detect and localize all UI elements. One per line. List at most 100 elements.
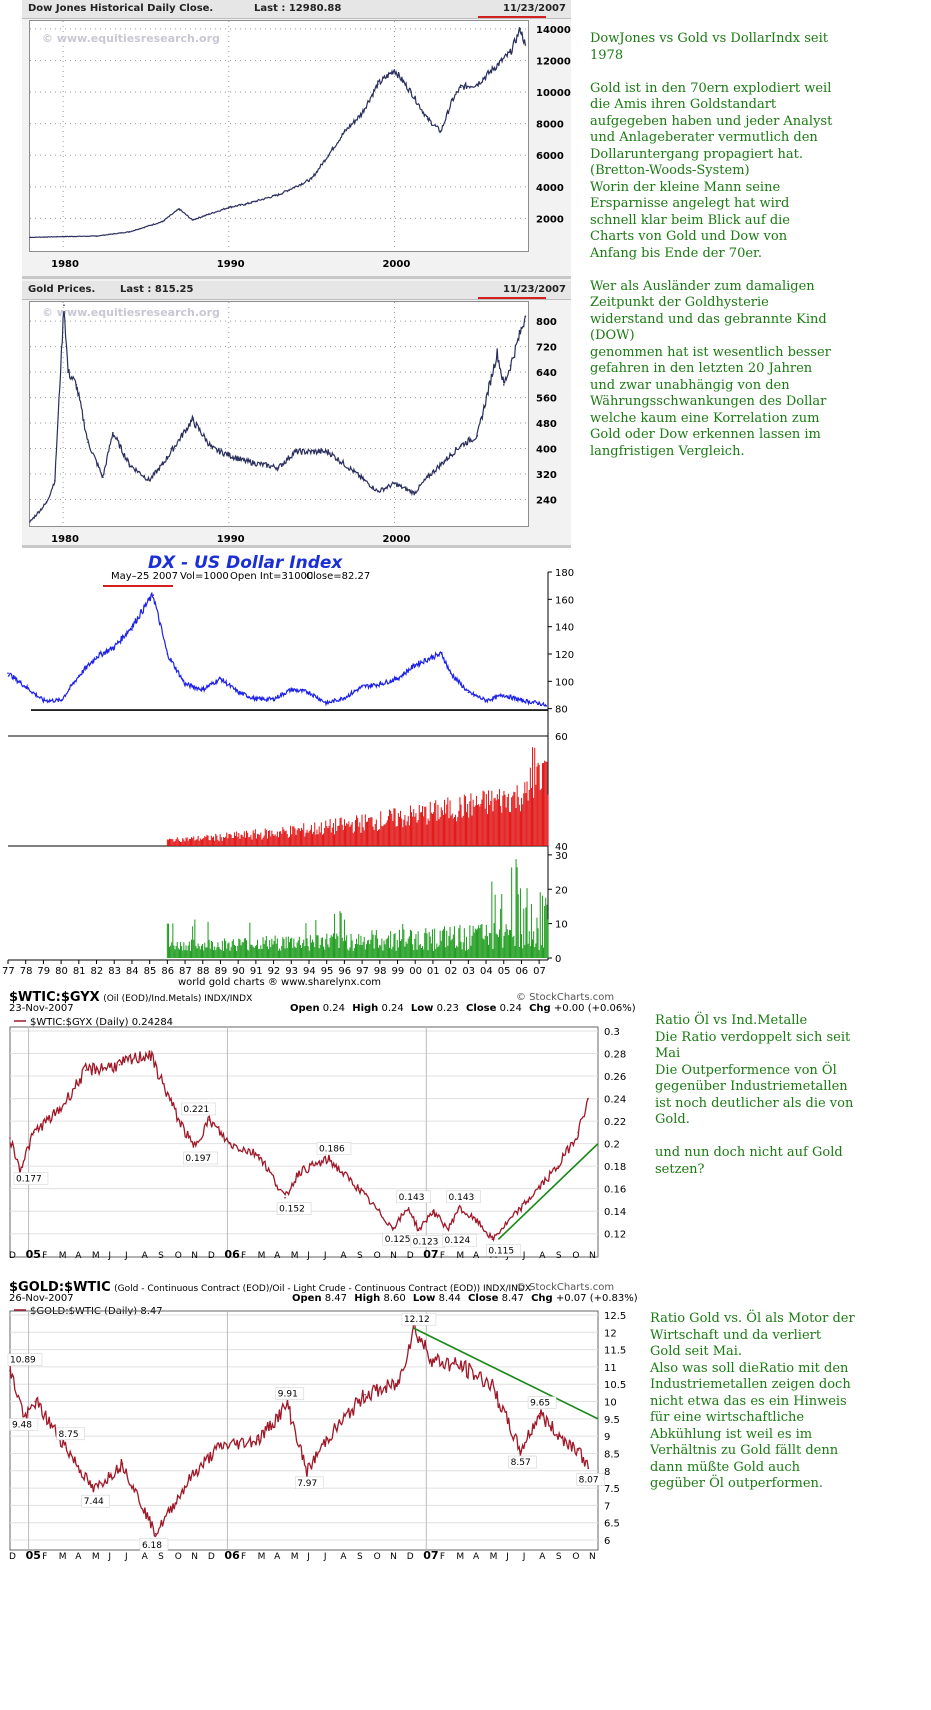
goldwtic-value-label: 6.18 bbox=[142, 1541, 162, 1551]
gold-data-point bbox=[377, 490, 379, 493]
goldwtic-data-point bbox=[92, 1489, 95, 1491]
wtic-open-value: 0.24 bbox=[322, 1003, 346, 1014]
dx-xtick-label: 02 bbox=[445, 966, 458, 977]
gold-data-point bbox=[352, 470, 354, 472]
dow-ytick-label: 14000 bbox=[536, 25, 571, 36]
dow-xtick-label: 1990 bbox=[217, 259, 245, 270]
dow-data-point bbox=[277, 193, 280, 196]
goldwtic-value-label-box bbox=[139, 1538, 169, 1552]
dx-xtick-label: 82 bbox=[91, 966, 104, 977]
wtic-ohlc: Open 0.24 High 0.24 Low 0.23 Close 0.24 … bbox=[290, 1003, 636, 1014]
dow-data-point bbox=[178, 208, 180, 210]
gold-xtick-label: 1990 bbox=[217, 534, 245, 545]
wtic-data-point bbox=[84, 1069, 87, 1072]
wtic-value-label: 0.124 bbox=[445, 1236, 471, 1246]
wtic-trendline bbox=[497, 1143, 599, 1240]
goldwtic-data-point bbox=[364, 1393, 366, 1396]
wtic-xtick-label: A bbox=[340, 1251, 347, 1261]
dx-ytick-label: 180 bbox=[555, 568, 574, 579]
gold-xtick-label: 2000 bbox=[382, 534, 410, 545]
dx-data-point bbox=[24, 686, 27, 688]
gold-data-point bbox=[63, 304, 65, 306]
goldwtic-symbol: $GOLD:$WTIC bbox=[9, 1280, 111, 1295]
goldwtic-ytick-label: 7.5 bbox=[604, 1484, 620, 1495]
dx-data-point bbox=[545, 705, 548, 707]
wtic-title: $WTIC:$GYX (Oil (EOD)/Ind.Metals) INDX/I… bbox=[9, 990, 252, 1005]
goldwtic-ytick-label: 10.5 bbox=[604, 1380, 626, 1391]
gold-data-point bbox=[228, 454, 230, 456]
wtic-data-point bbox=[457, 1207, 460, 1209]
dow-data-point bbox=[493, 67, 495, 70]
dx-oi-axis-label: 30 bbox=[555, 851, 568, 862]
gold-data-point bbox=[294, 450, 296, 453]
goldwtic-value-label: 10.89 bbox=[10, 1356, 36, 1366]
wtic-data-point bbox=[527, 1199, 530, 1201]
dow-xtick-label: 1980 bbox=[51, 259, 79, 270]
wtic-xtick-label: A bbox=[274, 1251, 281, 1261]
wtic-xtick-label: D bbox=[208, 1251, 215, 1261]
dx-data-point bbox=[148, 598, 151, 601]
goldwtic-xtick-label: A bbox=[473, 1552, 480, 1562]
wtic-data-point bbox=[391, 1227, 394, 1229]
goldwtic-high-label: High bbox=[354, 1293, 381, 1304]
dx-ytick-label: 140 bbox=[555, 623, 574, 634]
dx-credit: world gold charts ® www.sharelynx.com bbox=[178, 977, 381, 988]
wtic-xtick-label: F bbox=[42, 1251, 47, 1261]
dx-price-line bbox=[7, 591, 547, 707]
dx-xtick-label: 95 bbox=[321, 966, 334, 977]
dow-data-point bbox=[524, 44, 527, 46]
wtic-data-point bbox=[587, 1097, 589, 1100]
gold-data-point bbox=[524, 315, 527, 318]
goldwtic-data-point bbox=[461, 1366, 463, 1368]
wtic-data-point bbox=[447, 1228, 450, 1231]
wtic-data-point bbox=[298, 1170, 300, 1173]
goldwtic-data-point bbox=[286, 1403, 289, 1406]
goldwtic-xtick-label: S bbox=[158, 1552, 164, 1562]
dow-watermark: © www.equitiesresearch.org bbox=[42, 32, 220, 45]
goldwtic-xtick-label: J bbox=[505, 1552, 509, 1562]
goldwtic-xtick-label: F bbox=[241, 1552, 246, 1562]
dow-data-point bbox=[95, 235, 98, 237]
wtic-value-label-box bbox=[442, 1233, 477, 1247]
goldwtic-data-point bbox=[34, 1400, 37, 1403]
dx-data-point bbox=[343, 696, 346, 699]
goldwtic-value-label-box bbox=[275, 1387, 305, 1400]
wtic-source: © StockCharts.com bbox=[516, 992, 615, 1003]
dow-data-point bbox=[29, 236, 31, 239]
goldwtic-xtick-label: N bbox=[191, 1552, 198, 1562]
dow-date: 11/23/2007 bbox=[503, 3, 566, 14]
wtic-xtick-label: M bbox=[456, 1251, 464, 1261]
dx-data-point bbox=[520, 699, 523, 702]
dx-data-point bbox=[485, 699, 487, 702]
gold-chart: 240 320 400 480 560 640 720 800 1980 1990 2000 © ww… bbox=[29, 302, 557, 545]
wtic-chg-value: +0.00 (+0.06%) bbox=[553, 1003, 636, 1014]
wtic-high-label: High bbox=[352, 1003, 379, 1014]
dow-data-point bbox=[360, 113, 363, 115]
goldwtic-data-point bbox=[587, 1467, 590, 1470]
gold-date: 11/23/2007 bbox=[503, 284, 566, 295]
wtic-xtick-label: J bbox=[124, 1251, 128, 1261]
wtic-xtick-label: O bbox=[175, 1251, 182, 1261]
dx-xtick-label: 79 bbox=[37, 966, 50, 977]
goldwtic-trendline bbox=[413, 1327, 599, 1420]
dx-data-point bbox=[7, 672, 9, 674]
goldwtic-xtick-label: M bbox=[59, 1552, 67, 1562]
dx-data-point bbox=[272, 698, 275, 700]
dx-xtick-label: 86 bbox=[161, 966, 174, 977]
gold-watermark: © www.equitiesresearch.org bbox=[42, 306, 220, 319]
goldwtic-xtick-label: J bbox=[522, 1552, 526, 1562]
dx-xtick-label: 92 bbox=[268, 966, 281, 977]
dow-data-point bbox=[310, 178, 313, 180]
dow-ytick-label: 8000 bbox=[536, 120, 564, 131]
wtic-xtick-label: S bbox=[357, 1251, 363, 1261]
dx-xtick-label: 91 bbox=[250, 966, 263, 977]
wtic-chart: $WTIC:$GYX (Daily) 0.24284 0.12 0.14 0.16 0… bbox=[9, 1017, 626, 1261]
dx-data-point bbox=[308, 691, 310, 694]
dx-xtick-label: 94 bbox=[303, 966, 316, 977]
dx-data-point bbox=[201, 688, 204, 691]
goldwtic-value-label-box bbox=[294, 1476, 324, 1490]
gold-plot-area bbox=[29, 301, 529, 527]
goldwtic-data-point bbox=[397, 1383, 399, 1386]
wtic-xtick-label: O bbox=[374, 1251, 381, 1261]
wtic-data-point bbox=[477, 1221, 480, 1224]
